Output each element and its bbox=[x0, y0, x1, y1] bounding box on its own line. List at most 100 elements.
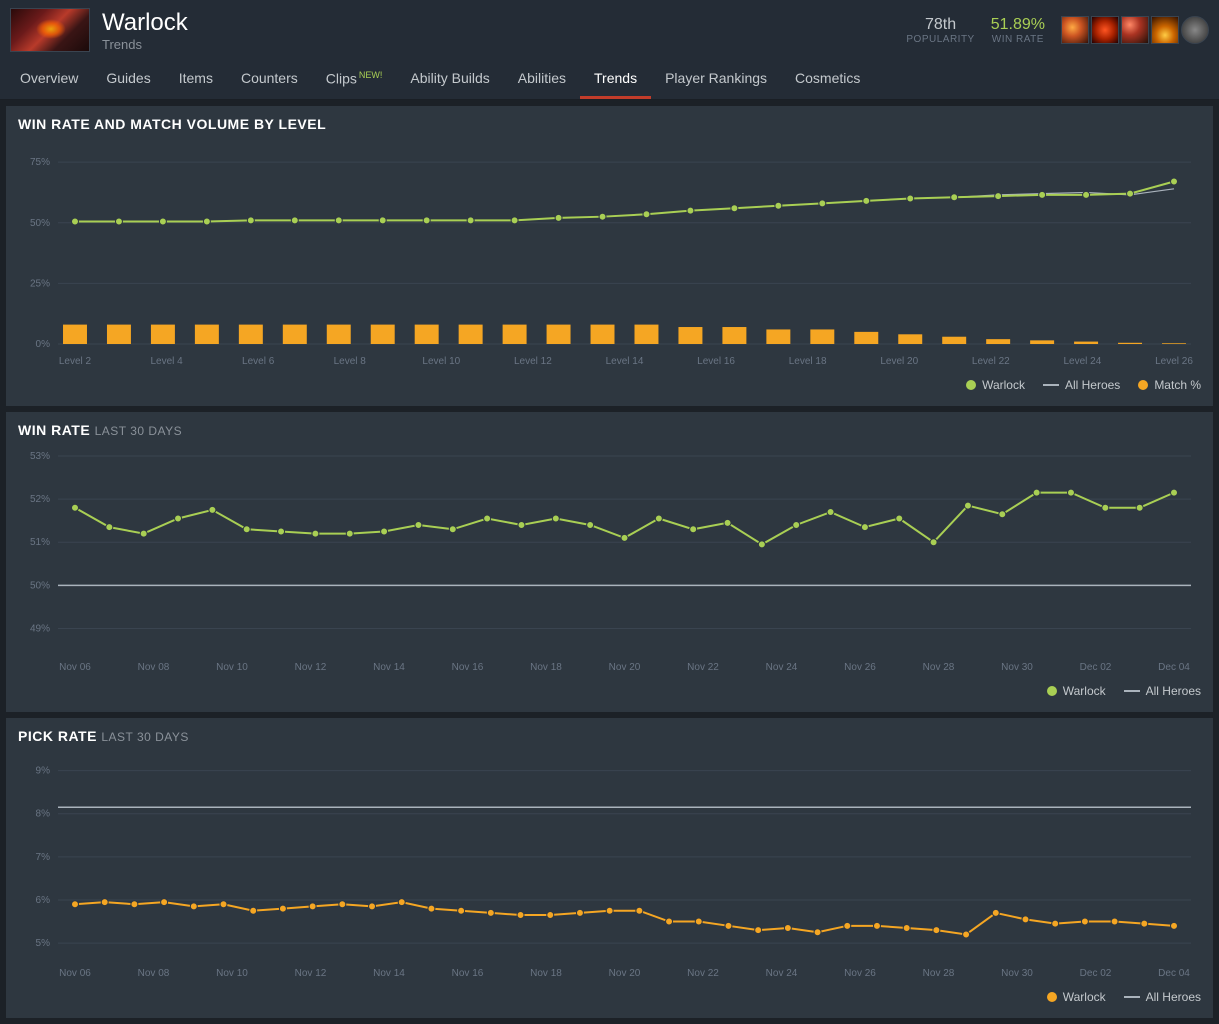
svg-text:Nov 14: Nov 14 bbox=[373, 968, 405, 979]
svg-text:Level 26: Level 26 bbox=[1155, 356, 1193, 367]
legend-marker-icon bbox=[1047, 992, 1057, 1002]
legend-marker-icon bbox=[966, 380, 976, 390]
legend-item[interactable]: All Heroes bbox=[1124, 684, 1201, 698]
tab-ability-builds[interactable]: Ability Builds bbox=[396, 60, 503, 99]
legend-item[interactable]: Match % bbox=[1138, 378, 1201, 392]
svg-text:Nov 14: Nov 14 bbox=[373, 662, 405, 673]
svg-text:51%: 51% bbox=[30, 537, 50, 548]
ability-icon[interactable] bbox=[1151, 16, 1179, 44]
popularity-value: 78th bbox=[906, 16, 974, 34]
legend-marker-icon bbox=[1047, 686, 1057, 696]
hero-portrait[interactable] bbox=[10, 8, 90, 52]
svg-text:Level 10: Level 10 bbox=[422, 356, 460, 367]
chart1-title: WIN RATE AND MATCH VOLUME BY LEVEL bbox=[18, 116, 1201, 132]
chart2-subtitle: LAST 30 DAYS bbox=[95, 424, 183, 438]
svg-text:Nov 28: Nov 28 bbox=[923, 662, 955, 673]
svg-text:Level 14: Level 14 bbox=[606, 356, 644, 367]
legend-item[interactable]: Warlock bbox=[1047, 684, 1106, 698]
legend-marker-icon bbox=[1138, 380, 1148, 390]
svg-text:Nov 08: Nov 08 bbox=[138, 968, 170, 979]
tab-overview[interactable]: Overview bbox=[6, 60, 92, 99]
winrate-value: 51.89% bbox=[991, 16, 1045, 34]
svg-text:Level 8: Level 8 bbox=[334, 356, 367, 367]
popularity-label: POPULARITY bbox=[906, 34, 974, 45]
svg-text:Nov 08: Nov 08 bbox=[138, 662, 170, 673]
ability-icon[interactable] bbox=[1121, 16, 1149, 44]
svg-text:Nov 30: Nov 30 bbox=[1001, 662, 1033, 673]
legend-label: All Heroes bbox=[1146, 684, 1201, 698]
svg-text:Nov 18: Nov 18 bbox=[530, 662, 562, 673]
new-badge: NEW! bbox=[359, 70, 383, 80]
tab-items[interactable]: Items bbox=[165, 60, 227, 99]
legend-item[interactable]: All Heroes bbox=[1124, 990, 1201, 1004]
svg-text:25%: 25% bbox=[30, 278, 50, 289]
tab-counters[interactable]: Counters bbox=[227, 60, 312, 99]
legend-marker-icon bbox=[1124, 996, 1140, 998]
chart-section-level: WIN RATE AND MATCH VOLUME BY LEVEL 0% 25%… bbox=[6, 106, 1213, 406]
svg-text:Nov 10: Nov 10 bbox=[216, 968, 248, 979]
svg-text:Nov 30: Nov 30 bbox=[1001, 968, 1033, 979]
legend-label: All Heroes bbox=[1146, 990, 1201, 1004]
legend-marker-icon bbox=[1043, 384, 1059, 386]
svg-text:Level 20: Level 20 bbox=[880, 356, 918, 367]
ability-icons bbox=[1061, 16, 1209, 44]
svg-text:Level 4: Level 4 bbox=[150, 356, 183, 367]
legend-marker-icon bbox=[1124, 690, 1140, 692]
ability-icon[interactable] bbox=[1091, 16, 1119, 44]
svg-text:Nov 06: Nov 06 bbox=[59, 662, 91, 673]
chart3-title: PICK RATE bbox=[18, 728, 97, 744]
svg-text:Nov 12: Nov 12 bbox=[295, 968, 327, 979]
svg-text:Nov 24: Nov 24 bbox=[766, 662, 798, 673]
svg-text:Nov 22: Nov 22 bbox=[687, 662, 719, 673]
chart-section-winrate: WIN RATE LAST 30 DAYS 49%50%51%52%53%Nov… bbox=[6, 412, 1213, 712]
tab-trends[interactable]: Trends bbox=[580, 60, 651, 99]
svg-text:75%: 75% bbox=[30, 157, 50, 168]
chart-winrate-30d: 49%50%51%52%53%Nov 06Nov 08Nov 10Nov 12N… bbox=[18, 448, 1201, 678]
svg-text:Level 16: Level 16 bbox=[697, 356, 735, 367]
svg-text:Dec 02: Dec 02 bbox=[1080, 968, 1112, 979]
legend-item[interactable]: All Heroes bbox=[1043, 378, 1120, 392]
svg-text:52%: 52% bbox=[30, 494, 50, 505]
svg-text:Nov 16: Nov 16 bbox=[452, 968, 484, 979]
svg-text:9%: 9% bbox=[36, 766, 51, 777]
popularity-stat: 78th POPULARITY bbox=[906, 16, 974, 45]
chart1-legend: Warlock All Heroes Match % bbox=[18, 378, 1201, 392]
svg-text:5%: 5% bbox=[36, 938, 51, 949]
nav-tabs: OverviewGuidesItemsCountersClipsNEW!Abil… bbox=[0, 60, 1219, 100]
svg-text:Nov 20: Nov 20 bbox=[609, 662, 641, 673]
page-subtitle: Trends bbox=[102, 37, 188, 52]
tab-player-rankings[interactable]: Player Rankings bbox=[651, 60, 781, 99]
hero-title-block: Warlock Trends bbox=[102, 9, 188, 52]
svg-text:49%: 49% bbox=[30, 623, 50, 634]
svg-text:6%: 6% bbox=[36, 895, 51, 906]
svg-text:Nov 20: Nov 20 bbox=[609, 968, 641, 979]
chart-winrate-by-level: 0%25%50%75%Level 2Level 4Level 6Level 8L… bbox=[18, 142, 1201, 372]
svg-text:Dec 02: Dec 02 bbox=[1080, 662, 1112, 673]
chart2-title: WIN RATE bbox=[18, 422, 90, 438]
ability-icon[interactable] bbox=[1181, 16, 1209, 44]
tab-abilities[interactable]: Abilities bbox=[504, 60, 580, 99]
svg-text:Dec 04: Dec 04 bbox=[1158, 968, 1190, 979]
svg-text:Level 24: Level 24 bbox=[1064, 356, 1102, 367]
svg-text:50%: 50% bbox=[30, 218, 50, 229]
legend-item[interactable]: Warlock bbox=[966, 378, 1025, 392]
svg-text:Nov 12: Nov 12 bbox=[295, 662, 327, 673]
tab-cosmetics[interactable]: Cosmetics bbox=[781, 60, 874, 99]
svg-text:0%: 0% bbox=[36, 339, 51, 350]
tab-clips[interactable]: ClipsNEW! bbox=[312, 60, 397, 99]
legend-label: Warlock bbox=[982, 378, 1025, 392]
svg-text:Level 18: Level 18 bbox=[789, 356, 827, 367]
svg-text:8%: 8% bbox=[36, 809, 51, 820]
svg-text:Nov 24: Nov 24 bbox=[766, 968, 798, 979]
legend-label: All Heroes bbox=[1065, 378, 1120, 392]
tab-guides[interactable]: Guides bbox=[92, 60, 164, 99]
svg-text:Nov 28: Nov 28 bbox=[923, 968, 955, 979]
svg-text:53%: 53% bbox=[30, 451, 50, 462]
ability-icon[interactable] bbox=[1061, 16, 1089, 44]
legend-item[interactable]: Warlock bbox=[1047, 990, 1106, 1004]
svg-text:Dec 04: Dec 04 bbox=[1158, 662, 1190, 673]
hero-name: Warlock bbox=[102, 9, 188, 37]
svg-text:Level 6: Level 6 bbox=[242, 356, 275, 367]
svg-text:Level 12: Level 12 bbox=[514, 356, 552, 367]
chart-pickrate-30d: 5%6%7%8%9%Nov 06Nov 08Nov 10Nov 12Nov 14… bbox=[18, 754, 1201, 984]
